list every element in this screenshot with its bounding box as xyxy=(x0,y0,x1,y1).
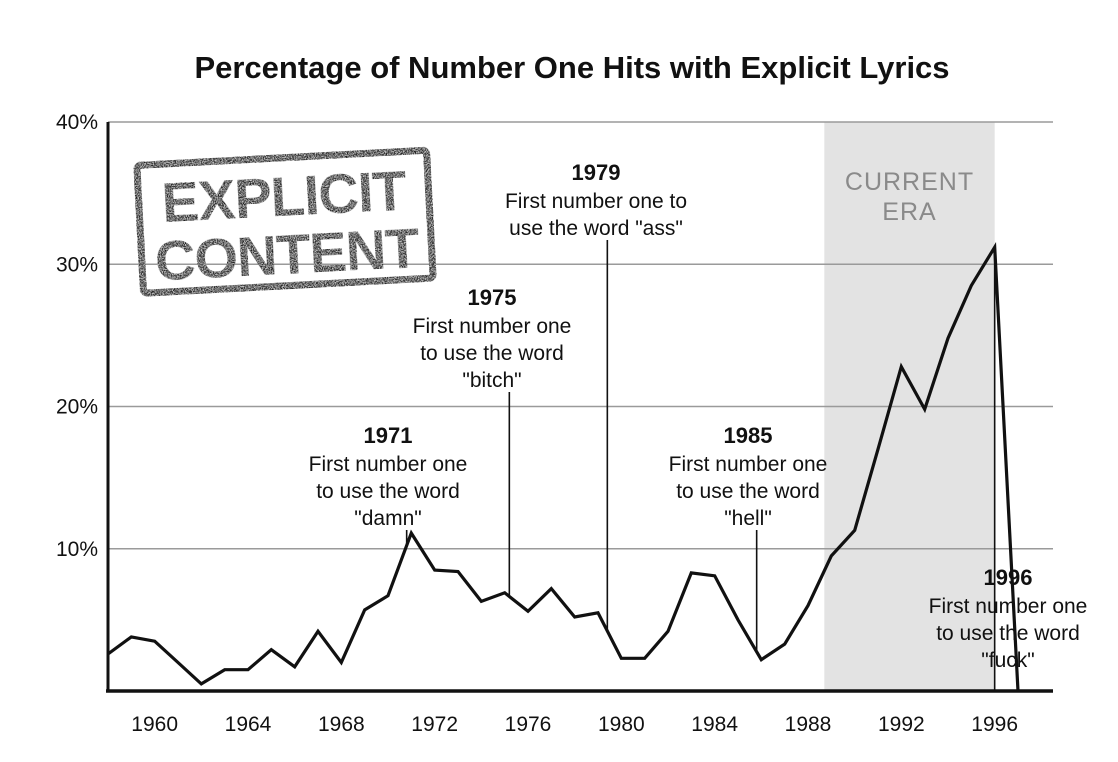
x-tick-label: 1988 xyxy=(785,713,832,736)
annotation-text: First number one xyxy=(669,453,828,476)
x-tick-label: 1960 xyxy=(131,713,178,736)
annotation-text: First number one xyxy=(309,453,468,476)
annotation-year: 1971 xyxy=(364,423,413,448)
annotation-year: 1979 xyxy=(572,160,621,185)
y-tick-label: 20% xyxy=(56,396,98,419)
annotation-text: "damn" xyxy=(354,507,421,530)
annotation-year: 1996 xyxy=(984,565,1033,590)
chart-title: Percentage of Number One Hits with Expli… xyxy=(194,50,949,85)
annotation-1975: 1975 First number one to use the word "bitc… xyxy=(413,285,572,597)
annotation-year: 1985 xyxy=(724,423,773,448)
annotation-1996: 1996 First number one to use the word "fuck… xyxy=(929,247,1088,691)
gridlines xyxy=(108,121,1053,550)
current-era-label: CURRENT xyxy=(845,168,974,196)
x-tick-label: 1972 xyxy=(411,713,458,736)
y-tick-label: 10% xyxy=(56,538,98,561)
annotation-text: First number one xyxy=(929,595,1088,618)
stamp-text: EXPLICIT xyxy=(160,158,408,234)
explicit-content-stamp: EXPLICIT CONTENT xyxy=(133,146,437,297)
x-tick-label: 1968 xyxy=(318,713,365,736)
annotation-year: 1975 xyxy=(468,285,517,310)
annotation-1979: 1979 First number one to use the word "ass… xyxy=(505,160,687,631)
current-era-label: ERA xyxy=(882,198,936,226)
annotation-text: to use the word xyxy=(936,622,1080,645)
x-tick-label: 1976 xyxy=(505,713,552,736)
annotation-text: to use the word xyxy=(420,342,564,365)
stamp-border xyxy=(133,146,437,297)
annotation-text: "hell" xyxy=(724,507,772,530)
annotation-text: First number one to xyxy=(505,190,687,213)
x-tick-label: 1984 xyxy=(691,713,738,736)
y-axis-tick-labels: 10% 20% 30% 40% xyxy=(56,111,98,561)
annotation-1971: 1971 First number one to use the word "damn… xyxy=(309,423,468,546)
x-tick-label: 1992 xyxy=(878,713,925,736)
series-line xyxy=(107,241,1020,692)
annotation-text: to use the word xyxy=(676,480,820,503)
annotation-1985: 1985 First number one to use the word "hell… xyxy=(669,423,828,652)
x-tick-label: 1996 xyxy=(971,713,1018,736)
x-tick-label: 1980 xyxy=(598,713,645,736)
y-tick-label: 40% xyxy=(56,111,98,134)
y-tick-label: 30% xyxy=(56,253,98,276)
annotations: 1971 First number one to use the word "damn… xyxy=(309,160,1088,691)
annotation-text: First number one xyxy=(413,315,572,338)
annotation-text: use the word "ass" xyxy=(509,217,683,240)
annotation-text: to use the word xyxy=(316,480,460,503)
x-axis-tick-labels: 1960 1964 1968 1972 1976 1980 1984 1988 1992 1996 xyxy=(131,713,1018,736)
stamp-text: CONTENT xyxy=(153,216,420,293)
annotation-text: "fuck" xyxy=(981,649,1034,672)
annotation-text: "bitch" xyxy=(462,369,521,392)
x-tick-label: 1964 xyxy=(225,713,272,736)
